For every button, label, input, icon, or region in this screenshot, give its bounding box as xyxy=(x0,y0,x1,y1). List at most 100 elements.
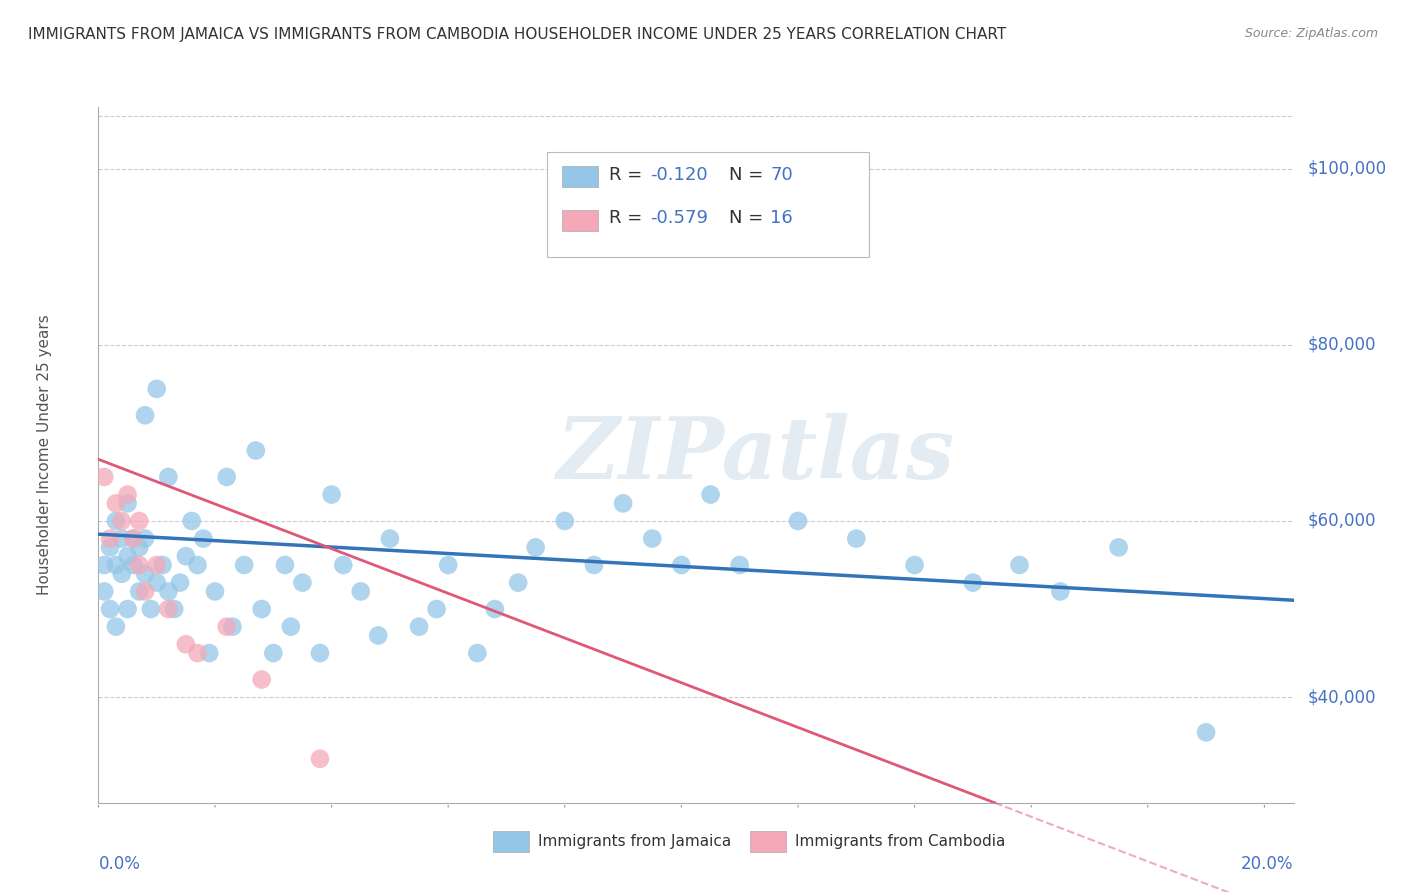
Point xyxy=(117,496,139,510)
Point xyxy=(93,558,115,572)
Point xyxy=(233,558,256,572)
Point xyxy=(128,514,150,528)
Text: -0.579: -0.579 xyxy=(651,210,709,227)
Point xyxy=(215,470,238,484)
Point xyxy=(274,558,297,572)
FancyBboxPatch shape xyxy=(749,830,786,852)
Point xyxy=(1108,541,1130,555)
Point xyxy=(122,558,145,572)
Text: $100,000: $100,000 xyxy=(1308,160,1386,178)
Point xyxy=(425,602,447,616)
Point xyxy=(111,566,134,581)
Point xyxy=(98,602,121,616)
Point xyxy=(157,584,180,599)
Point xyxy=(845,532,868,546)
Point xyxy=(508,575,530,590)
Point xyxy=(104,496,127,510)
Point xyxy=(524,541,547,555)
Text: 20.0%: 20.0% xyxy=(1241,855,1294,873)
Point xyxy=(367,628,389,642)
Point xyxy=(321,487,343,501)
Text: Source: ZipAtlas.com: Source: ZipAtlas.com xyxy=(1244,27,1378,40)
Point xyxy=(408,620,430,634)
Point xyxy=(204,584,226,599)
Point xyxy=(104,514,127,528)
Point xyxy=(128,584,150,599)
Point xyxy=(111,514,134,528)
Text: Immigrants from Cambodia: Immigrants from Cambodia xyxy=(796,833,1005,848)
Text: R =: R = xyxy=(609,166,648,185)
Text: 70: 70 xyxy=(770,166,793,185)
Point xyxy=(1008,558,1031,572)
Text: Immigrants from Jamaica: Immigrants from Jamaica xyxy=(538,833,731,848)
Point xyxy=(93,584,115,599)
Point xyxy=(1195,725,1218,739)
Point xyxy=(962,575,984,590)
Point xyxy=(169,575,191,590)
Point xyxy=(122,532,145,546)
Point xyxy=(245,443,267,458)
Point xyxy=(93,470,115,484)
Point xyxy=(145,575,167,590)
Text: -0.120: -0.120 xyxy=(651,166,709,185)
Point xyxy=(582,558,605,572)
Point xyxy=(612,496,634,510)
FancyBboxPatch shape xyxy=(562,166,598,187)
Point xyxy=(111,532,134,546)
Point xyxy=(787,514,810,528)
Point xyxy=(671,558,693,572)
Point xyxy=(186,558,208,572)
Text: 16: 16 xyxy=(770,210,793,227)
Text: IMMIGRANTS FROM JAMAICA VS IMMIGRANTS FROM CAMBODIA HOUSEHOLDER INCOME UNDER 25 : IMMIGRANTS FROM JAMAICA VS IMMIGRANTS FR… xyxy=(28,27,1007,42)
Point xyxy=(221,620,243,634)
Point xyxy=(699,487,721,501)
Text: Householder Income Under 25 years: Householder Income Under 25 years xyxy=(37,315,52,595)
Point xyxy=(186,646,208,660)
Point xyxy=(484,602,506,616)
Text: ZIPatlas: ZIPatlas xyxy=(557,413,955,497)
Point xyxy=(122,532,145,546)
Point xyxy=(174,637,197,651)
Point xyxy=(641,532,664,546)
Text: $80,000: $80,000 xyxy=(1308,335,1376,354)
Point xyxy=(1049,584,1071,599)
Point xyxy=(128,558,150,572)
Point xyxy=(128,541,150,555)
Point xyxy=(139,602,162,616)
Point xyxy=(98,541,121,555)
Text: $40,000: $40,000 xyxy=(1308,688,1376,706)
FancyBboxPatch shape xyxy=(494,830,529,852)
Point xyxy=(104,558,127,572)
Point xyxy=(134,532,156,546)
Point xyxy=(134,584,156,599)
Point xyxy=(728,558,751,572)
Point xyxy=(309,752,332,766)
Point xyxy=(157,470,180,484)
Point xyxy=(437,558,460,572)
Point xyxy=(467,646,489,660)
Point xyxy=(145,558,167,572)
Point xyxy=(134,566,156,581)
Text: $60,000: $60,000 xyxy=(1308,512,1376,530)
Point xyxy=(152,558,174,572)
Point xyxy=(280,620,302,634)
Point xyxy=(309,646,332,660)
Point xyxy=(117,602,139,616)
Point xyxy=(378,532,401,546)
Point xyxy=(332,558,354,572)
Point xyxy=(104,620,127,634)
Point xyxy=(117,549,139,564)
FancyBboxPatch shape xyxy=(547,153,869,257)
Point xyxy=(250,602,273,616)
Text: R =: R = xyxy=(609,210,648,227)
Point xyxy=(117,487,139,501)
Point xyxy=(174,549,197,564)
Text: 0.0%: 0.0% xyxy=(98,855,141,873)
Point xyxy=(262,646,284,660)
Point xyxy=(163,602,186,616)
Text: N =: N = xyxy=(730,210,769,227)
Point xyxy=(215,620,238,634)
Point xyxy=(903,558,925,572)
Point xyxy=(145,382,167,396)
Point xyxy=(98,532,121,546)
